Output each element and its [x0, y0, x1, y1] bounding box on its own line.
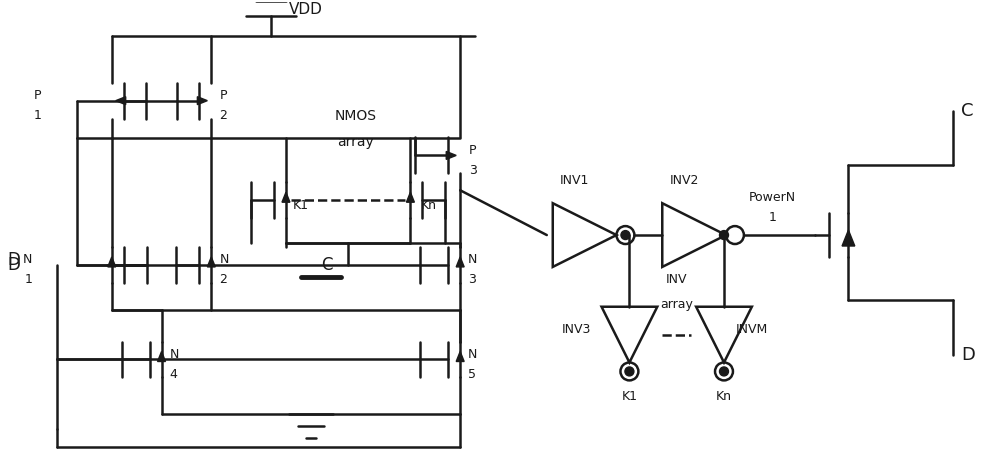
- Text: N: N: [468, 253, 478, 266]
- Text: NMOS: NMOS: [335, 109, 377, 122]
- Text: VDD: VDD: [289, 1, 323, 16]
- Text: N: N: [468, 348, 478, 361]
- Polygon shape: [116, 97, 126, 105]
- Circle shape: [621, 231, 630, 240]
- Polygon shape: [406, 192, 414, 202]
- Text: D: D: [7, 256, 20, 274]
- Circle shape: [720, 367, 728, 376]
- Text: 3: 3: [469, 164, 477, 177]
- Circle shape: [625, 367, 634, 376]
- Text: 2: 2: [219, 109, 227, 122]
- Polygon shape: [446, 151, 456, 159]
- Text: Kn: Kn: [420, 199, 436, 212]
- Text: INV1: INV1: [560, 174, 589, 187]
- Text: INVM: INVM: [736, 323, 768, 336]
- Text: INV2: INV2: [669, 174, 699, 187]
- Text: array: array: [337, 136, 374, 150]
- Text: INV3: INV3: [562, 323, 592, 336]
- Text: P: P: [34, 89, 42, 102]
- Text: 1: 1: [769, 211, 777, 224]
- Polygon shape: [456, 352, 464, 362]
- Text: N: N: [169, 348, 179, 361]
- Text: Kn: Kn: [716, 390, 732, 403]
- Text: P: P: [219, 89, 227, 102]
- Text: 3: 3: [468, 273, 476, 287]
- Text: C: C: [321, 256, 332, 274]
- Text: 2: 2: [219, 273, 227, 287]
- Text: P: P: [469, 144, 477, 157]
- Text: array: array: [660, 298, 693, 311]
- Text: 4: 4: [169, 368, 177, 381]
- Text: D: D: [7, 251, 20, 269]
- Text: N: N: [23, 253, 32, 266]
- Polygon shape: [158, 352, 166, 362]
- Text: C: C: [961, 102, 973, 120]
- Polygon shape: [108, 257, 116, 267]
- Text: N: N: [219, 253, 229, 266]
- Polygon shape: [456, 257, 464, 267]
- Polygon shape: [282, 192, 290, 202]
- Text: K1: K1: [621, 390, 637, 403]
- Text: 5: 5: [468, 368, 476, 381]
- Text: D: D: [961, 346, 975, 363]
- Text: K1: K1: [293, 199, 309, 212]
- Text: 1: 1: [34, 109, 42, 122]
- Polygon shape: [842, 230, 855, 246]
- Text: PowerN: PowerN: [749, 191, 796, 204]
- Polygon shape: [197, 97, 207, 105]
- Text: 1: 1: [24, 273, 32, 287]
- Circle shape: [720, 231, 728, 240]
- Polygon shape: [207, 257, 215, 267]
- Text: INV: INV: [666, 273, 687, 287]
